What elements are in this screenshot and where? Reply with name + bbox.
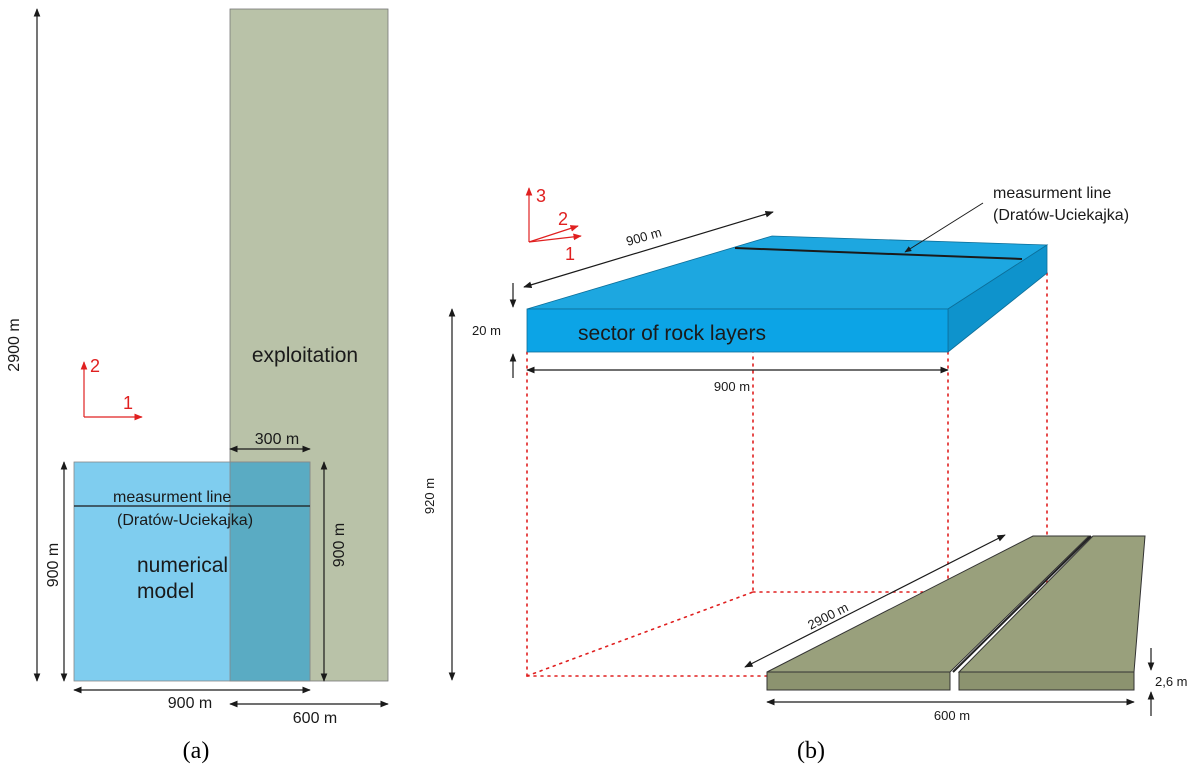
measurement-line-label-2-a: (Dratów-Uciekajka) [117, 512, 253, 529]
model-label-1: numerical [137, 554, 228, 577]
panel-b: 3 2 1 900 m measurment line (Dratów-Ucie… [422, 185, 1188, 764]
seam-right-front [958, 671, 1135, 691]
label-900m-sector: 900 m [714, 379, 750, 394]
axis1-label-a: 1 [123, 393, 133, 413]
dim-2900-b [744, 534, 1006, 668]
label-900m-top: 900 m [624, 224, 663, 248]
dim-900-top [523, 210, 774, 289]
measurement-line-label-2-b: (Dratów-Uciekajka) [993, 207, 1129, 224]
label-900m-right: 900 m [331, 523, 348, 567]
exploitation-label: exploitation [252, 344, 358, 367]
axis2-label-b: 2 [558, 209, 568, 229]
measurement-line-label-1-b: measurment line [993, 185, 1111, 202]
sector-label: sector of rock layers [578, 322, 766, 345]
label-900m-left: 900 m [45, 543, 62, 587]
label-2900m: 2900 m [6, 318, 23, 371]
label-600m-b: 600 m [934, 708, 970, 723]
label-300m: 300 m [255, 431, 299, 448]
model-label-2: model [137, 580, 194, 603]
seam-left-front [766, 671, 951, 691]
measurement-line-leader [904, 202, 984, 253]
label-2900m-b: 2900 m [805, 599, 850, 632]
label-920m: 920 m [422, 478, 437, 514]
caption-a: (a) [183, 738, 210, 764]
label-600m-a: 600 m [293, 710, 337, 727]
axis1-label-b: 1 [565, 244, 575, 264]
axis3-label-b: 3 [536, 186, 546, 206]
sector-front-face [526, 308, 949, 353]
panel-a: 2900 m 2 1 exploitation 300 m measurment… [6, 8, 389, 764]
label-20m: 20 m [472, 323, 501, 338]
measurement-line-b [734, 247, 1023, 260]
label-900m-bottom: 900 m [168, 695, 212, 712]
axis2-label-a: 2 [90, 356, 100, 376]
caption-b: (b) [797, 738, 825, 764]
measurement-line-label-1-a: measurment line [113, 489, 231, 506]
label-2-6m: 2,6 m [1155, 674, 1188, 689]
overlap-area [229, 461, 311, 682]
